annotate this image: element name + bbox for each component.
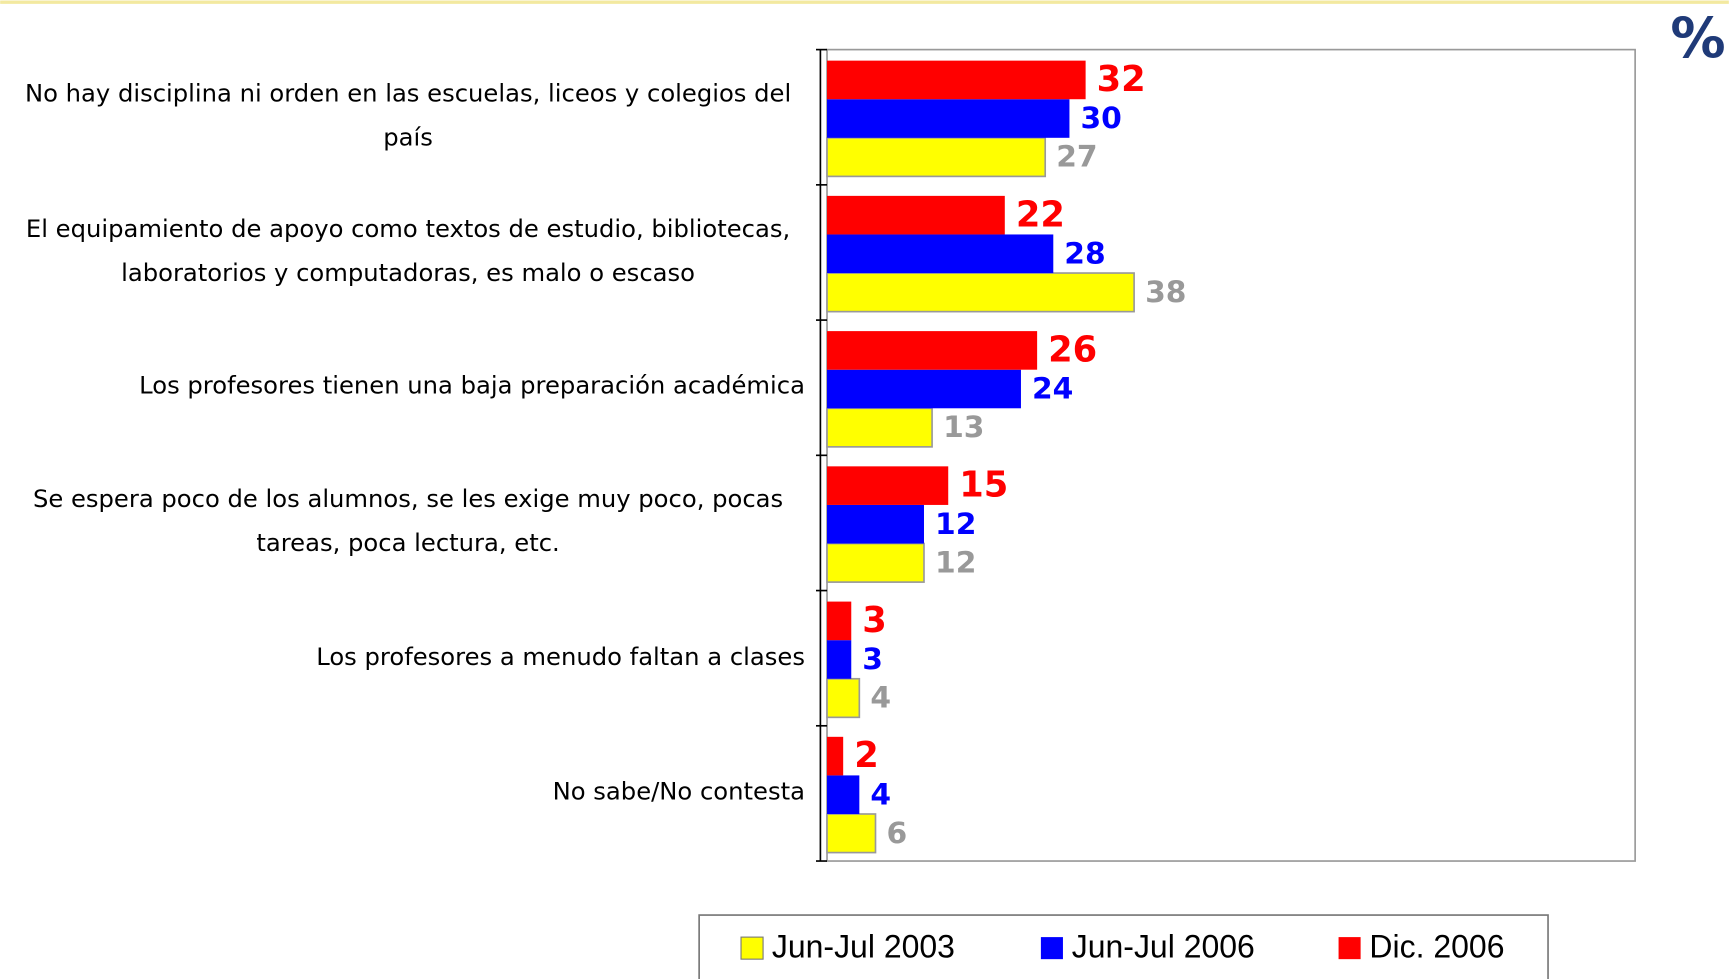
category-label-box: El equipamiento de apoyo como textos de … bbox=[11, 185, 805, 320]
bar bbox=[827, 504, 924, 544]
category-label: No hay disciplina ni orden en las escuel… bbox=[24, 80, 792, 153]
legend-swatch bbox=[1338, 937, 1361, 960]
bar bbox=[826, 542, 925, 583]
category-label-wrap: No hay disciplina ni orden en las escuel… bbox=[11, 50, 805, 185]
legend-swatch bbox=[1040, 937, 1063, 960]
category-label: El equipamiento de apoyo como textos de … bbox=[25, 215, 791, 288]
category-label-box: Los profesores tienen una baja preparaci… bbox=[11, 320, 805, 455]
category-label-box: No hay disciplina ni orden en las escuel… bbox=[11, 50, 805, 185]
category-label: Se espera poco de los alumnos, se les ex… bbox=[32, 486, 784, 558]
value-label: 3 bbox=[862, 600, 887, 641]
bar bbox=[826, 272, 1135, 313]
bar bbox=[827, 601, 852, 641]
percent-annotation: % bbox=[1670, 6, 1725, 70]
bar bbox=[827, 99, 1070, 138]
category-label-wrap: Se espera poco de los alumnos, se les ex… bbox=[11, 455, 805, 590]
bar bbox=[826, 677, 861, 719]
value-label: 27 bbox=[1056, 140, 1097, 175]
category-label-box: Los profesores a menudo faltan a clases bbox=[11, 591, 805, 726]
bar bbox=[827, 466, 949, 505]
value-label: 3 bbox=[862, 642, 883, 677]
category-label-box: Se espera poco de los alumnos, se les ex… bbox=[11, 455, 805, 590]
value-label: 32 bbox=[1097, 59, 1146, 100]
bar bbox=[827, 369, 1021, 409]
bar bbox=[827, 331, 1038, 370]
bar bbox=[826, 813, 877, 854]
value-label: 13 bbox=[943, 410, 984, 445]
category-label-wrap: Los profesores a menudo faltan a clases bbox=[11, 591, 805, 726]
category-label-box: No sabe/No contesta bbox=[11, 726, 805, 861]
category-label-wrap: No sabe/No contesta bbox=[11, 726, 805, 861]
legend-swatch bbox=[740, 936, 764, 960]
legend-label: Jun-Jul 2003 bbox=[772, 929, 955, 965]
bar bbox=[827, 775, 860, 814]
bar bbox=[826, 407, 933, 448]
value-label: 24 bbox=[1032, 372, 1073, 407]
value-label: 38 bbox=[1145, 275, 1186, 310]
value-label: 4 bbox=[870, 777, 891, 812]
value-label: 26 bbox=[1048, 330, 1097, 371]
bar bbox=[827, 195, 1005, 235]
category-label-wrap: Los profesores tienen una baja preparaci… bbox=[11, 320, 805, 455]
bar bbox=[826, 136, 1047, 178]
value-label: 4 bbox=[870, 681, 891, 716]
category-label: Los profesores tienen una baja preparaci… bbox=[139, 372, 805, 401]
legend-box bbox=[698, 914, 1549, 979]
value-label: 12 bbox=[935, 545, 976, 580]
value-label: 12 bbox=[935, 507, 976, 542]
bar bbox=[827, 60, 1086, 100]
value-label: 30 bbox=[1080, 101, 1121, 136]
category-label: Los profesores a menudo faltan a clases bbox=[316, 643, 805, 672]
category-label: No sabe/No contesta bbox=[552, 778, 805, 807]
bar bbox=[827, 736, 844, 776]
value-label: 28 bbox=[1064, 236, 1105, 271]
value-label: 2 bbox=[854, 735, 879, 776]
category-label-wrap: El equipamiento de apoyo como textos de … bbox=[11, 185, 805, 320]
value-label: 15 bbox=[959, 465, 1008, 506]
bar bbox=[827, 234, 1054, 274]
legend-label: Dic. 2006 bbox=[1369, 929, 1504, 965]
value-label: 22 bbox=[1016, 194, 1065, 235]
legend-label: Jun-Jul 2006 bbox=[1072, 929, 1255, 965]
value-label: 6 bbox=[887, 816, 908, 851]
bar bbox=[827, 640, 852, 679]
